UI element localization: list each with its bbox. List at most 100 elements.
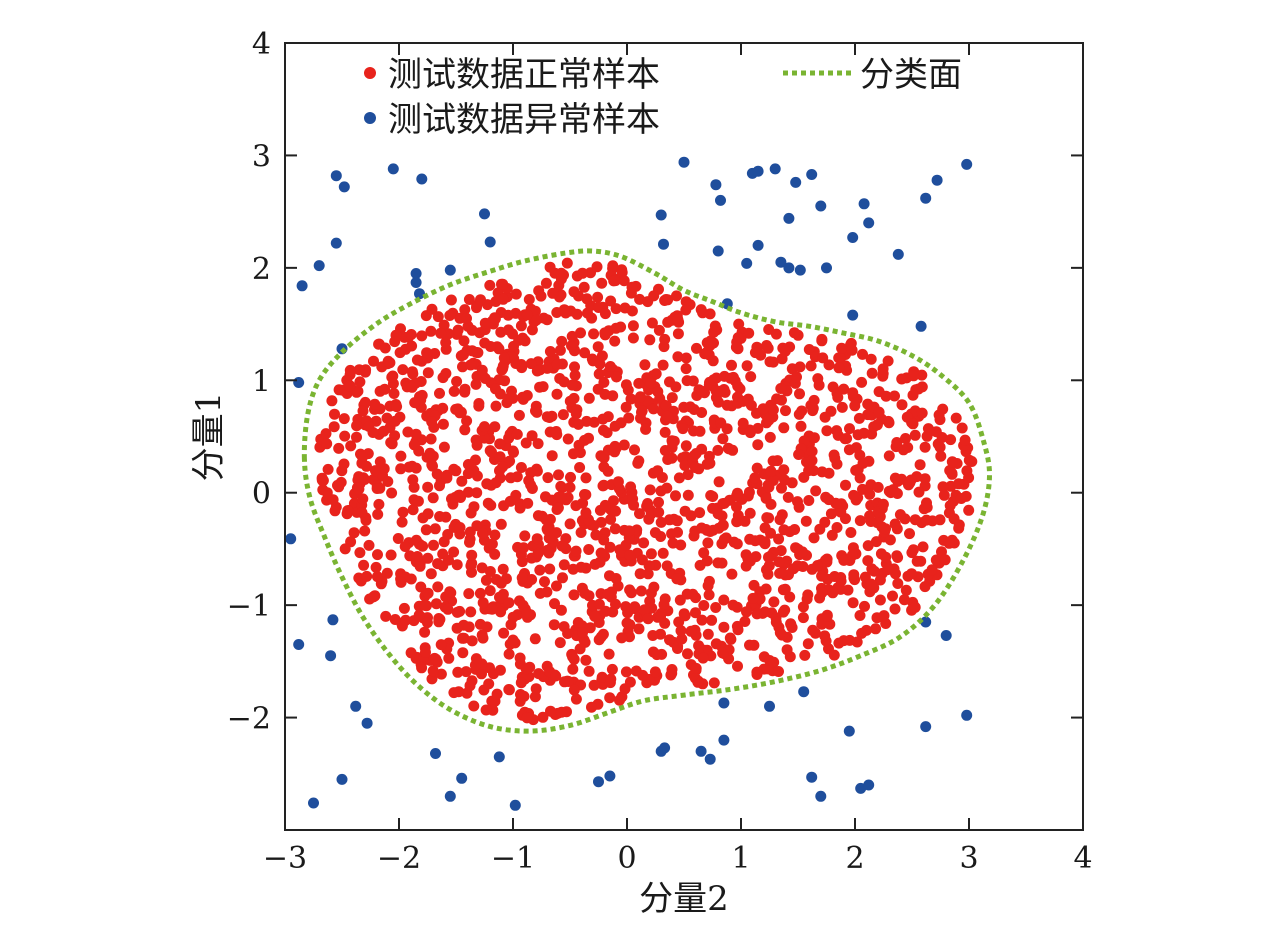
normal-sample-point	[481, 621, 493, 633]
normal-sample-point	[763, 551, 774, 563]
normal-sample-point	[435, 327, 447, 339]
axis-ticks	[285, 43, 1083, 830]
normal-sample-point	[676, 633, 688, 645]
anomaly-sample-point	[718, 734, 730, 746]
classification-boundary	[301, 248, 993, 734]
normal-sample-point	[695, 304, 707, 316]
normal-sample-point	[431, 468, 443, 480]
normal-sample-point	[666, 392, 678, 404]
anomaly-sample-point	[764, 700, 775, 712]
normal-sample-point	[529, 691, 541, 703]
normal-sample-point	[667, 537, 679, 549]
normal-sample-point	[945, 434, 957, 446]
normal-sample-point	[397, 506, 409, 518]
normal-sample-point	[645, 548, 657, 560]
normal-sample-point	[740, 560, 752, 572]
normal-sample-point	[558, 304, 570, 316]
normal-sample-point	[938, 489, 950, 501]
normal-sample-point	[606, 663, 618, 675]
normal-sample-point	[751, 666, 763, 678]
normal-sample-point	[851, 636, 863, 648]
normal-sample-point	[448, 385, 460, 397]
normal-sample-point	[745, 399, 757, 411]
anomaly-sample-point	[658, 238, 669, 250]
normal-sample-point	[611, 371, 622, 383]
normal-sample-point	[634, 568, 646, 580]
normal-sample-point	[457, 632, 468, 644]
normal-sample-point	[470, 378, 482, 390]
anomaly-sample-point	[940, 630, 952, 641]
normal-sample-point	[620, 401, 632, 413]
normal-sample-point	[919, 441, 931, 453]
normal-sample-point	[661, 560, 673, 572]
normal-sample-point	[868, 565, 880, 577]
normal-sample-point	[767, 404, 779, 416]
normal-sample-point	[937, 481, 949, 493]
normal-sample-point	[338, 413, 350, 425]
normal-sample-point	[670, 381, 682, 393]
normal-sample-point	[825, 508, 837, 520]
normal-sample-point	[430, 653, 442, 665]
normal-sample-point	[749, 472, 761, 484]
y-tick-label: −1	[227, 589, 271, 624]
anomaly-sample-point	[493, 751, 505, 763]
normal-sample-point	[435, 639, 447, 651]
normal-sample-point	[629, 444, 640, 456]
anomaly-sample-point	[752, 165, 764, 177]
normal-sample-point	[570, 693, 582, 705]
normal-sample-point	[604, 692, 616, 704]
normal-sample-point	[670, 490, 681, 502]
normal-sample-point	[680, 352, 692, 364]
normal-sample-point	[884, 534, 896, 546]
normal-sample-point	[452, 403, 464, 415]
normal-sample-point	[904, 528, 915, 540]
normal-sample-point	[588, 328, 600, 340]
normal-sample-point	[843, 444, 855, 456]
normal-sample-point	[424, 447, 436, 459]
normal-sample-point	[427, 492, 439, 504]
normal-sample-point	[448, 687, 460, 699]
normal-sample-point	[511, 471, 523, 483]
normal-sample-point	[555, 491, 567, 503]
normal-sample-point	[480, 704, 492, 716]
normal-sample-point	[580, 472, 592, 484]
normal-sample-point	[532, 547, 544, 559]
normal-sample-point	[744, 427, 756, 439]
normal-sample-point	[799, 649, 811, 661]
anomaly-sample-point	[414, 288, 425, 300]
anomaly-sample-point	[410, 277, 422, 288]
normal-sample-point	[519, 530, 531, 542]
normal-sample-point	[731, 601, 743, 613]
normal-sample-point	[724, 632, 736, 644]
normal-sample-point	[640, 423, 652, 435]
normal-sample-point	[409, 397, 421, 409]
normal-sample-point	[562, 433, 574, 445]
normal-sample-point	[358, 559, 370, 571]
normal-sample-point	[541, 411, 553, 423]
normal-sample-point	[568, 448, 579, 460]
anomaly-sample-point	[509, 799, 521, 811]
anomaly-sample-point	[410, 268, 422, 279]
normal-sample-point	[578, 281, 590, 293]
normal-sample-point	[667, 437, 679, 449]
normal-sample-point	[959, 434, 971, 446]
normal-sample-point	[522, 497, 534, 509]
normal-sample-point	[862, 540, 874, 552]
normal-sample-point	[420, 646, 431, 658]
normal-sample-point	[392, 533, 404, 544]
normal-sample-point	[465, 606, 477, 618]
normal-sample-point	[610, 598, 621, 610]
normal-sample-point	[727, 371, 739, 383]
normal-sample-point	[706, 614, 718, 626]
normal-sample-point	[557, 409, 569, 421]
normal-sample-point	[948, 513, 960, 525]
normal-sample-point	[816, 333, 828, 345]
normal-sample-point	[779, 474, 791, 486]
normal-sample-point	[513, 409, 525, 421]
normal-sample-point	[388, 388, 400, 399]
normal-sample-point	[407, 474, 419, 486]
x-axis-label: 分量2	[639, 879, 729, 919]
normal-sample-point	[558, 559, 570, 571]
normal-sample-point	[909, 514, 921, 526]
normal-sample-point	[703, 589, 715, 601]
